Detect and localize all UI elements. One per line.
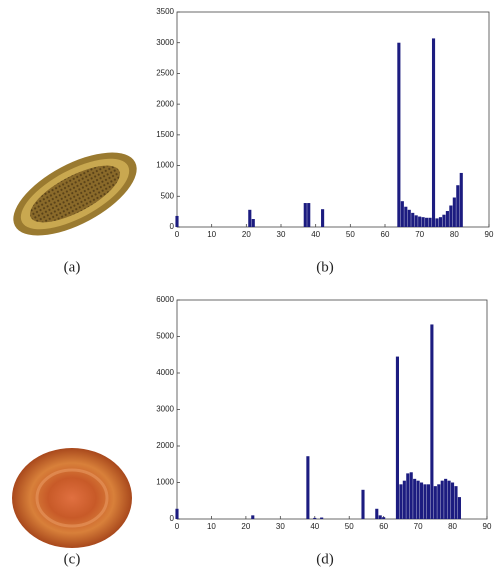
bar xyxy=(396,357,399,519)
plot-frame xyxy=(177,300,487,519)
x-tick-label: 50 xyxy=(345,522,354,531)
y-tick-label: 500 xyxy=(161,191,175,200)
x-tick-label: 0 xyxy=(175,230,180,239)
caption: (a) xyxy=(64,259,81,275)
bar xyxy=(307,203,310,227)
bar xyxy=(454,486,457,519)
y-tick-label: 1000 xyxy=(156,478,174,487)
bar xyxy=(411,213,414,227)
bar xyxy=(313,518,316,519)
bar xyxy=(321,209,324,227)
bar xyxy=(175,509,178,519)
bar xyxy=(444,479,447,519)
figure: (a) (b) (c) (d) 050010001500200025003000… xyxy=(0,0,497,574)
y-tick-label: 5000 xyxy=(156,332,174,341)
caption: (c) xyxy=(64,551,81,567)
x-tick-label: 90 xyxy=(485,230,494,239)
x-tick-label: 10 xyxy=(207,230,216,239)
bar xyxy=(320,518,323,519)
bar xyxy=(435,218,438,227)
x-tick-label: 20 xyxy=(241,522,250,531)
bar xyxy=(399,484,402,519)
y-tick-label: 1000 xyxy=(156,161,174,170)
bar xyxy=(375,509,378,519)
caption: (d) xyxy=(316,551,334,567)
bar xyxy=(441,481,444,519)
bar xyxy=(420,483,423,520)
x-tick-label: 60 xyxy=(379,522,388,531)
bar xyxy=(434,486,437,519)
bar xyxy=(432,38,435,227)
x-tick-label: 40 xyxy=(311,230,320,239)
x-tick-label: 30 xyxy=(277,230,286,239)
x-tick-label: 80 xyxy=(448,522,457,531)
bar xyxy=(397,43,400,227)
bar xyxy=(410,472,413,519)
bar xyxy=(458,497,461,519)
y-tick-label: 2000 xyxy=(156,441,174,450)
bar xyxy=(448,481,451,519)
bar xyxy=(401,201,404,227)
bar xyxy=(442,215,445,227)
egg-image-a xyxy=(1,136,149,253)
bar xyxy=(427,484,430,519)
bar xyxy=(449,206,452,228)
bar xyxy=(423,484,426,519)
bar xyxy=(252,219,255,227)
y-tick-label: 4000 xyxy=(156,368,174,377)
bar xyxy=(417,481,420,519)
x-tick-label: 90 xyxy=(483,522,492,531)
bar xyxy=(453,198,456,227)
bar xyxy=(451,483,454,520)
x-tick-label: 50 xyxy=(346,230,355,239)
bar xyxy=(418,217,421,227)
bar xyxy=(456,185,459,227)
x-tick-label: 70 xyxy=(415,230,424,239)
bar xyxy=(430,324,433,519)
bar xyxy=(382,517,385,519)
x-tick-label: 20 xyxy=(242,230,251,239)
bar xyxy=(251,515,254,519)
bar xyxy=(437,484,440,519)
x-tick-label: 80 xyxy=(450,230,459,239)
bar xyxy=(439,217,442,227)
x-tick-label: 40 xyxy=(310,522,319,531)
y-tick-label: 2500 xyxy=(156,69,174,78)
bar xyxy=(248,210,251,227)
bar xyxy=(379,515,382,519)
bar xyxy=(361,490,364,519)
x-tick-label: 30 xyxy=(276,522,285,531)
x-tick-label: 60 xyxy=(381,230,390,239)
x-tick-label: 70 xyxy=(414,522,423,531)
bar xyxy=(460,173,463,227)
y-tick-label: 3000 xyxy=(156,38,174,47)
bar xyxy=(175,216,178,227)
y-tick-label: 2000 xyxy=(156,99,174,108)
bar xyxy=(403,481,406,519)
bar xyxy=(422,217,425,227)
y-tick-label: 3500 xyxy=(156,7,174,16)
bar xyxy=(306,456,309,519)
bar xyxy=(408,210,411,227)
bar xyxy=(425,218,428,227)
y-tick-label: 3000 xyxy=(156,405,174,414)
bar xyxy=(404,207,407,227)
bar xyxy=(429,218,432,227)
bar xyxy=(415,215,418,227)
bar xyxy=(446,211,449,227)
plot-frame xyxy=(177,12,489,227)
x-tick-label: 10 xyxy=(207,522,216,531)
y-tick-label: 6000 xyxy=(156,295,174,304)
bar xyxy=(413,479,416,519)
egg-image-c xyxy=(12,448,132,548)
x-tick-label: 0 xyxy=(175,522,180,531)
bar xyxy=(406,473,409,519)
bar xyxy=(304,203,307,227)
caption: (b) xyxy=(316,259,334,275)
y-tick-label: 1500 xyxy=(156,130,174,139)
